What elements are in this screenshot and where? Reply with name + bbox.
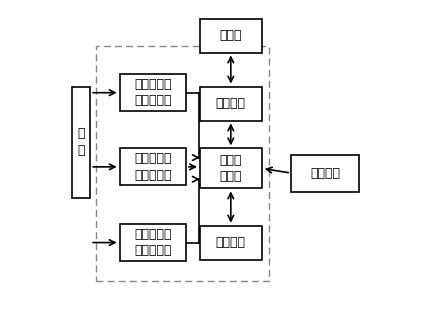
- Text: 上位机: 上位机: [220, 29, 242, 42]
- Bar: [120, 224, 186, 261]
- Text: 中央处
理单元: 中央处 理单元: [220, 154, 242, 183]
- Bar: [291, 154, 359, 192]
- Bar: [200, 87, 262, 121]
- Text: 供电单元: 供电单元: [310, 167, 340, 180]
- Bar: [96, 46, 269, 281]
- Bar: [120, 148, 186, 185]
- Bar: [120, 74, 186, 111]
- Bar: [200, 19, 262, 53]
- Bar: [200, 148, 262, 188]
- Text: 电
缆: 电 缆: [77, 127, 85, 157]
- Text: 电缆局部放
电监测单元: 电缆局部放 电监测单元: [134, 228, 172, 257]
- Text: 存储单元: 存储单元: [216, 236, 246, 249]
- Text: 电缆接头无
线测温单元: 电缆接头无 线测温单元: [134, 78, 172, 108]
- Text: 电缆绝缘在
线监测单元: 电缆绝缘在 线监测单元: [134, 152, 172, 182]
- Text: 通讯单元: 通讯单元: [216, 97, 246, 110]
- Bar: [200, 226, 262, 260]
- Bar: [72, 87, 90, 198]
